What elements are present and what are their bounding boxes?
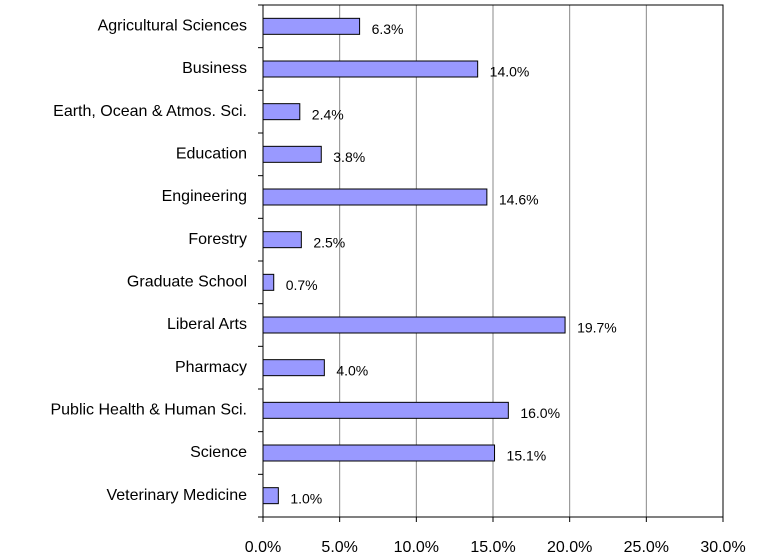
value-label: 14.0% xyxy=(490,64,530,80)
bar xyxy=(262,145,322,163)
bar xyxy=(262,60,479,78)
x-tick-label: 5.0% xyxy=(321,539,357,556)
y-tick-label: Earth, Ocean & Atmos. Sci. xyxy=(53,103,247,120)
bar xyxy=(262,316,566,334)
x-tick-label: 20.0% xyxy=(547,539,592,556)
y-tick-label: Education xyxy=(176,146,247,163)
x-tick-label: 25.0% xyxy=(624,539,669,556)
y-tick-label: Pharmacy xyxy=(175,359,247,376)
y-tick-label: Science xyxy=(190,444,247,461)
y-tick-label: Forestry xyxy=(188,231,247,248)
bar xyxy=(262,231,302,249)
y-tick-label: Liberal Arts xyxy=(167,316,247,333)
bar xyxy=(262,444,496,462)
y-tick-label: Public Health & Human Sci. xyxy=(50,402,247,419)
x-tick-label: 0.0% xyxy=(245,539,281,556)
value-label: 3.8% xyxy=(333,149,365,165)
bar xyxy=(262,401,509,419)
y-tick-label: Agricultural Sciences xyxy=(98,18,247,35)
value-label: 2.4% xyxy=(312,106,344,122)
value-label: 16.0% xyxy=(520,405,560,421)
x-tick-label: 30.0% xyxy=(700,539,745,556)
bar xyxy=(262,17,361,35)
value-label: 1.0% xyxy=(290,490,322,506)
value-label: 14.6% xyxy=(499,192,539,208)
y-tick-label: Graduate School xyxy=(127,274,247,291)
value-label: 15.1% xyxy=(507,448,547,464)
y-tick-label: Business xyxy=(182,60,247,77)
value-label: 0.7% xyxy=(286,277,318,293)
bar xyxy=(262,103,301,121)
value-label: 2.5% xyxy=(313,234,345,250)
value-label: 6.3% xyxy=(372,21,404,37)
value-label: 4.0% xyxy=(336,362,368,378)
x-tick-label: 10.0% xyxy=(394,539,439,556)
bar xyxy=(262,487,279,505)
value-label: 19.7% xyxy=(577,320,617,336)
y-tick-label: Engineering xyxy=(162,188,247,205)
bar xyxy=(262,273,275,291)
bar xyxy=(262,188,488,206)
x-tick-label: 15.0% xyxy=(470,539,515,556)
bar xyxy=(262,359,325,377)
y-tick-label: Veterinary Medicine xyxy=(106,487,247,504)
